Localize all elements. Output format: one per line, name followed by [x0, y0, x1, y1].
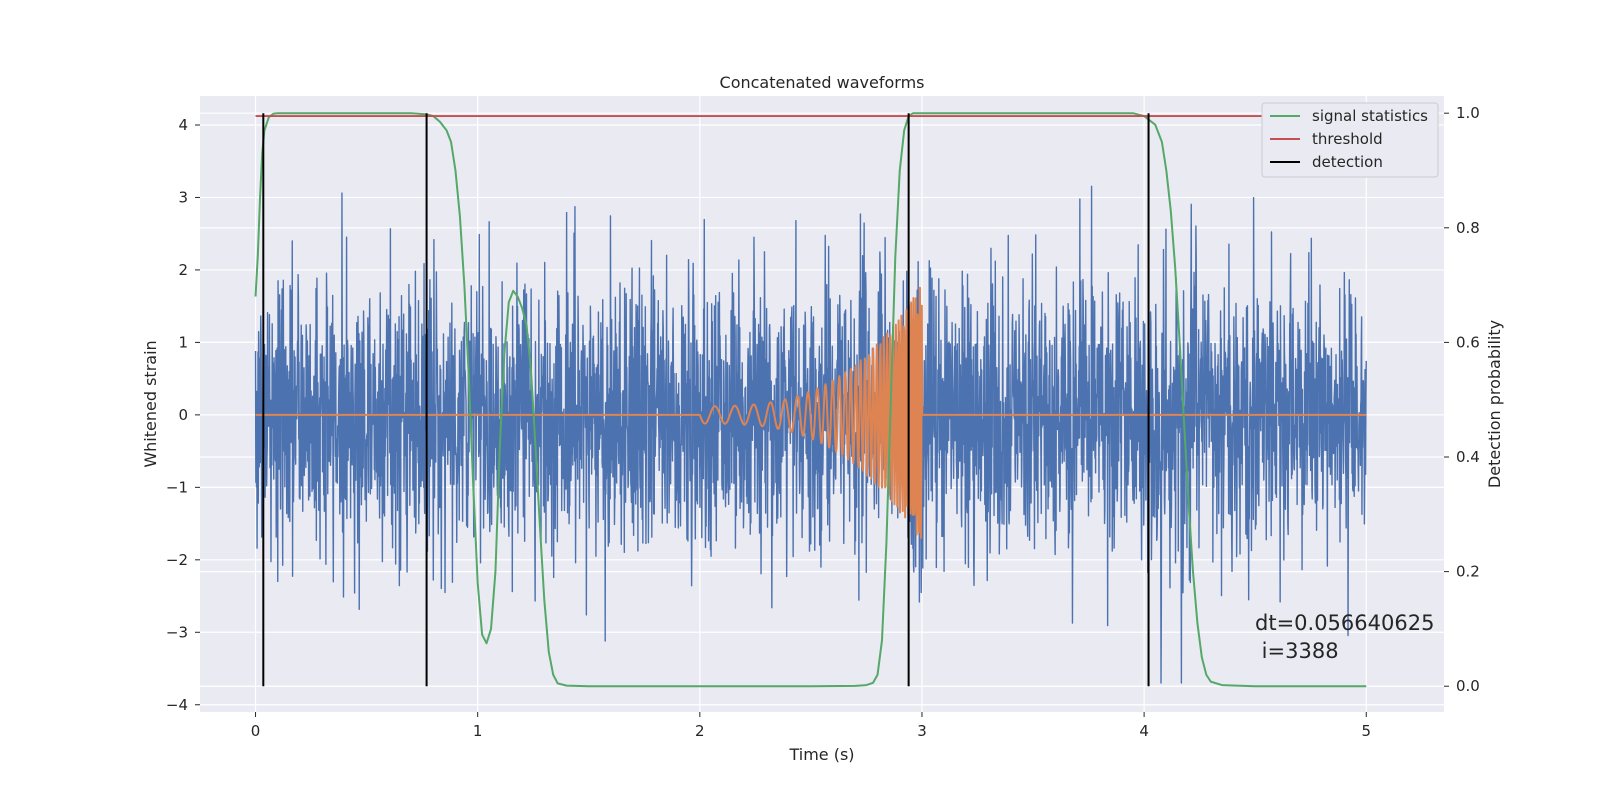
legend-label-threshold: threshold [1312, 130, 1383, 148]
legend: signal statistics threshold detection [1261, 102, 1439, 178]
x-axis-label: Time (s) [788, 745, 854, 764]
y2-tick-label: 1.0 [1456, 104, 1480, 122]
y-tick-label: −1 [166, 478, 188, 496]
y2-tick-label: 0.0 [1456, 677, 1480, 695]
y-tick-label: 1 [178, 333, 188, 351]
x-tick-label: 2 [695, 722, 705, 740]
chart-title: Concatenated waveforms [720, 73, 925, 92]
injected-waveform-series [255, 286, 1367, 540]
annotation-index: i=3388 [1255, 639, 1339, 663]
y2-axis-label: Detection probability [1485, 320, 1504, 488]
x-tick-label: 3 [917, 722, 927, 740]
axis-ticks: 0 1 2 3 4 5 −4 −3 −2 −1 0 1 2 3 4 0.0 0.2 0.4 0.6 0.8 1.0 [166, 104, 1480, 740]
injection-line [255, 286, 1367, 540]
legend-label-detection: detection [1312, 153, 1383, 171]
y2-tick-label: 0.4 [1456, 448, 1480, 466]
y-tick-label: −2 [166, 551, 188, 569]
y-tick-label: 3 [178, 188, 188, 206]
y2-tick-label: 0.6 [1456, 333, 1480, 351]
y-axis-label: Whitened strain [141, 340, 160, 467]
noise-line [254, 185, 1367, 684]
y-tick-label: 0 [178, 406, 188, 424]
legend-label-signal-statistics: signal statistics [1312, 107, 1428, 125]
y-tick-label: −3 [166, 623, 188, 641]
x-tick-label: 1 [473, 722, 483, 740]
y2-tick-label: 0.2 [1456, 563, 1480, 581]
x-tick-label: 0 [251, 722, 261, 740]
y-tick-label: −4 [166, 696, 188, 714]
y-tick-label: 2 [178, 261, 188, 279]
x-tick-label: 4 [1139, 722, 1149, 740]
legend-box [1261, 102, 1439, 178]
y2-tick-label: 0.8 [1456, 219, 1480, 237]
detection-lines [262, 113, 1150, 687]
y-tick-label: 4 [178, 116, 188, 134]
x-tick-label: 5 [1361, 722, 1371, 740]
whitened-strain-series [254, 185, 1367, 684]
annotation-dt: dt=0.056640625 [1255, 611, 1434, 635]
